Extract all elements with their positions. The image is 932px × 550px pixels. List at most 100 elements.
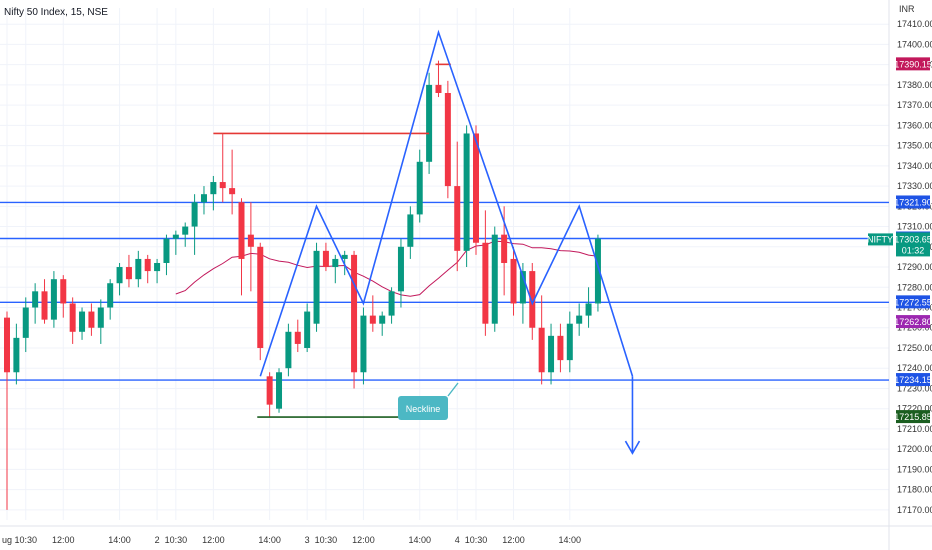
candle-down[interactable]	[473, 133, 479, 243]
candle-down[interactable]	[247, 234, 254, 247]
candle-up[interactable]	[407, 214, 414, 247]
x-tick-label: 4	[455, 535, 460, 545]
price-label-box[interactable]	[896, 195, 930, 209]
candle-down[interactable]	[294, 331, 301, 344]
price-label-text: 17321.90	[894, 197, 932, 207]
candle-down[interactable]	[454, 186, 461, 251]
candle-up[interactable]	[313, 250, 320, 324]
candle-up[interactable]	[200, 194, 207, 203]
price-label-box[interactable]	[896, 373, 930, 387]
candle-up[interactable]	[107, 283, 114, 308]
candle-up[interactable]	[566, 323, 573, 361]
candle-down[interactable]	[144, 258, 151, 272]
price-label-text: 17272.55	[894, 297, 932, 307]
x-tick-label: 12:00	[352, 535, 375, 545]
y-tick-label: 17240.00	[897, 363, 932, 373]
candle-down[interactable]	[435, 84, 442, 93]
candle-down[interactable]	[369, 315, 376, 324]
candle-down[interactable]	[501, 234, 508, 263]
y-tick-label: 17340.00	[897, 161, 932, 171]
candle-up[interactable]	[285, 331, 292, 369]
x-tick-label: 12:00	[52, 535, 75, 545]
current-price-text: 17303.65	[894, 234, 932, 244]
candle-down[interactable]	[88, 311, 95, 328]
candle-up[interactable]	[491, 234, 498, 324]
y-tick-label: 17200.00	[897, 444, 932, 454]
current-price-box[interactable]	[896, 232, 930, 257]
price-label-box[interactable]	[896, 57, 930, 71]
candle-down[interactable]	[351, 254, 358, 373]
candle-down[interactable]	[125, 267, 132, 280]
candle-down[interactable]	[4, 317, 10, 373]
head-and-shoulders-pattern[interactable]	[259, 29, 634, 377]
candle-up[interactable]	[341, 254, 348, 259]
candle-up[interactable]	[154, 262, 161, 272]
candle-up[interactable]	[594, 238, 601, 304]
candle-up[interactable]	[276, 372, 283, 409]
candle-up[interactable]	[548, 335, 555, 373]
candle-down[interactable]	[238, 202, 245, 259]
candle-up[interactable]	[332, 258, 339, 268]
candle-up[interactable]	[79, 311, 86, 332]
candle-up[interactable]	[519, 271, 526, 304]
candle-down[interactable]	[529, 271, 536, 328]
candle-down[interactable]	[257, 246, 264, 348]
candle-up[interactable]	[379, 315, 386, 324]
candle-down[interactable]	[557, 335, 564, 361]
candle-up[interactable]	[397, 246, 404, 292]
x-tick-label: 10:30	[465, 535, 488, 545]
candle-up[interactable]	[116, 267, 123, 284]
x-tick-label: 14:00	[108, 535, 131, 545]
candle-up[interactable]	[172, 234, 179, 239]
neckline-callout-box[interactable]	[398, 396, 448, 420]
price-label-text: 17390.15	[894, 59, 932, 69]
candle-down[interactable]	[482, 242, 489, 324]
candle-up[interactable]	[13, 337, 20, 373]
candle-up[interactable]	[191, 202, 198, 227]
candle-up[interactable]	[585, 303, 592, 316]
candle-up[interactable]	[135, 258, 142, 280]
candle-down[interactable]	[69, 303, 76, 332]
x-tick-label: 14:00	[258, 535, 281, 545]
candle-up[interactable]	[426, 84, 433, 162]
candle-up[interactable]	[576, 315, 583, 324]
chart-title: Nifty 50 Index, 15, NSE	[4, 7, 108, 18]
candle-down[interactable]	[444, 92, 451, 187]
candle-up[interactable]	[388, 291, 395, 316]
candle-up[interactable]	[304, 311, 311, 348]
candle-up[interactable]	[210, 182, 217, 195]
candle-down[interactable]	[322, 250, 329, 268]
y-tick-label: 17290.00	[897, 262, 932, 272]
candle-down[interactable]	[60, 279, 67, 304]
candle-up[interactable]	[22, 307, 29, 338]
candle-countdown-text: 01:32	[902, 245, 925, 255]
candle-up[interactable]	[416, 161, 423, 215]
candle-up[interactable]	[50, 279, 57, 320]
y-tick-label: 17310.00	[897, 222, 932, 232]
price-label-box[interactable]	[896, 315, 930, 329]
candle-up[interactable]	[163, 238, 170, 263]
candle-up[interactable]	[32, 291, 39, 308]
y-tick-label: 17360.00	[897, 120, 932, 130]
price-label-box[interactable]	[896, 410, 930, 424]
candle-down[interactable]	[538, 327, 545, 373]
candle-down[interactable]	[41, 291, 48, 320]
x-tick-label: 3	[305, 535, 310, 545]
x-tick-label: 10:30	[14, 535, 37, 545]
candle-down[interactable]	[219, 182, 226, 189]
y-tick-label: 17220.00	[897, 404, 932, 414]
candle-down[interactable]	[266, 376, 273, 405]
candle-down[interactable]	[229, 188, 236, 195]
y-tick-label: 17250.00	[897, 343, 932, 353]
y-tick-label: 17280.00	[897, 282, 932, 292]
candle-down[interactable]	[510, 258, 517, 304]
symbol-badge[interactable]	[868, 233, 893, 246]
candle-up[interactable]	[97, 307, 104, 328]
candle-up[interactable]	[182, 226, 189, 235]
candle-up[interactable]	[360, 315, 367, 373]
y-tick-label: 17400.00	[897, 39, 932, 49]
price-label-box[interactable]	[896, 295, 930, 309]
candle-up[interactable]	[463, 133, 470, 251]
